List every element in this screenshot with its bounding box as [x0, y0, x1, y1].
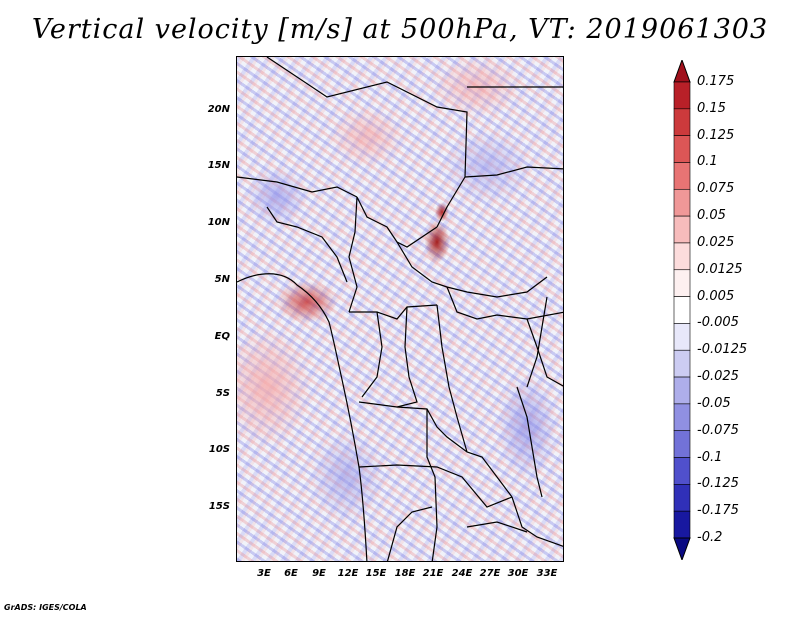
colorbar-segment: [673, 484, 691, 512]
colorbar-segment: [673, 242, 691, 271]
colorbar-level-label: -0.005: [697, 315, 739, 331]
lat-tick-label: 5N: [214, 274, 230, 285]
colorbar-segment: [673, 376, 691, 405]
colorbar-segment: [673, 162, 691, 190]
lon-tick-label: 3E: [257, 568, 271, 579]
colorbar-segment: [673, 81, 691, 110]
colorbar-level-label: -0.1: [697, 449, 723, 465]
lon-tick-label: 9E: [312, 568, 326, 579]
lon-tick-label: 27E: [479, 568, 501, 579]
colorbar-segment: [673, 135, 691, 163]
colorbar-level-label: 0.005: [697, 288, 735, 304]
vertical-velocity-field: [237, 57, 563, 561]
lon-tick-label: 15E: [365, 568, 387, 579]
lat-tick-label: 10N: [207, 217, 230, 228]
colorbar-segment: [673, 430, 691, 458]
colorbar-segment: [673, 349, 691, 378]
colorbar-segment: [673, 296, 691, 324]
lat-tick-label: 15N: [207, 160, 230, 171]
colorbar-level-label: 0.0125: [697, 261, 743, 277]
lat-tick-label: 10S: [208, 444, 230, 455]
lat-tick-label: 15S: [208, 501, 230, 512]
colorbar-level-label: 0.125: [697, 127, 735, 143]
colorbar-level-label: 0.075: [697, 181, 735, 197]
colorbar-level-label: 0.025: [697, 234, 735, 250]
map-title: Vertical velocity [m/s] at 500hPa, VT: 2…: [31, 14, 769, 45]
colorbar-level-label: -0.075: [697, 422, 739, 438]
colorbar-bottom-arrow: [673, 537, 691, 560]
colorbar-level-label: 0.1: [697, 154, 718, 170]
colorbar-top-arrow: [673, 60, 691, 83]
colorbar-level-label: -0.125: [697, 476, 739, 492]
colorbar-level-label: 0.15: [697, 100, 726, 116]
colorbar-level-label: -0.05: [697, 395, 731, 411]
colorbar-segment: [673, 215, 691, 244]
colorbar-level-label: -0.175: [697, 503, 739, 519]
colorbar: [673, 60, 691, 560]
colorbar-segment: [673, 403, 691, 432]
grads-credit: GrADS: IGES/COLA: [4, 603, 87, 612]
lon-tick-label: 33E: [536, 568, 558, 579]
colorbar-level-label: 0.175: [697, 74, 735, 89]
colorbar-segment: [673, 269, 691, 297]
colorbar-segment: [673, 510, 691, 539]
colorbar-level-label: -0.0125: [697, 342, 748, 358]
map-plot-area: [236, 56, 564, 562]
colorbar-segment: [673, 323, 691, 351]
colorbar-segment: [673, 188, 691, 217]
colorbar-level-label: -0.2: [697, 530, 723, 545]
colorbar-level-label: 0.05: [697, 208, 726, 224]
lat-tick-label: 20N: [207, 104, 230, 115]
lon-tick-label: 6E: [284, 568, 298, 579]
coastline: [237, 273, 368, 561]
lon-tick-label: 18E: [394, 568, 416, 579]
lon-tick-label: 12E: [337, 568, 359, 579]
colorbar-segment: [673, 108, 691, 136]
lat-tick-label: EQ: [214, 331, 230, 342]
colorbar-level-label: -0.025: [697, 369, 739, 385]
country-borders: [237, 57, 563, 561]
lon-tick-label: 24E: [451, 568, 473, 579]
lat-tick-label: 5S: [215, 388, 230, 399]
lon-tick-label: 30E: [507, 568, 529, 579]
colorbar-segment: [673, 457, 691, 485]
lon-tick-label: 21E: [422, 568, 444, 579]
